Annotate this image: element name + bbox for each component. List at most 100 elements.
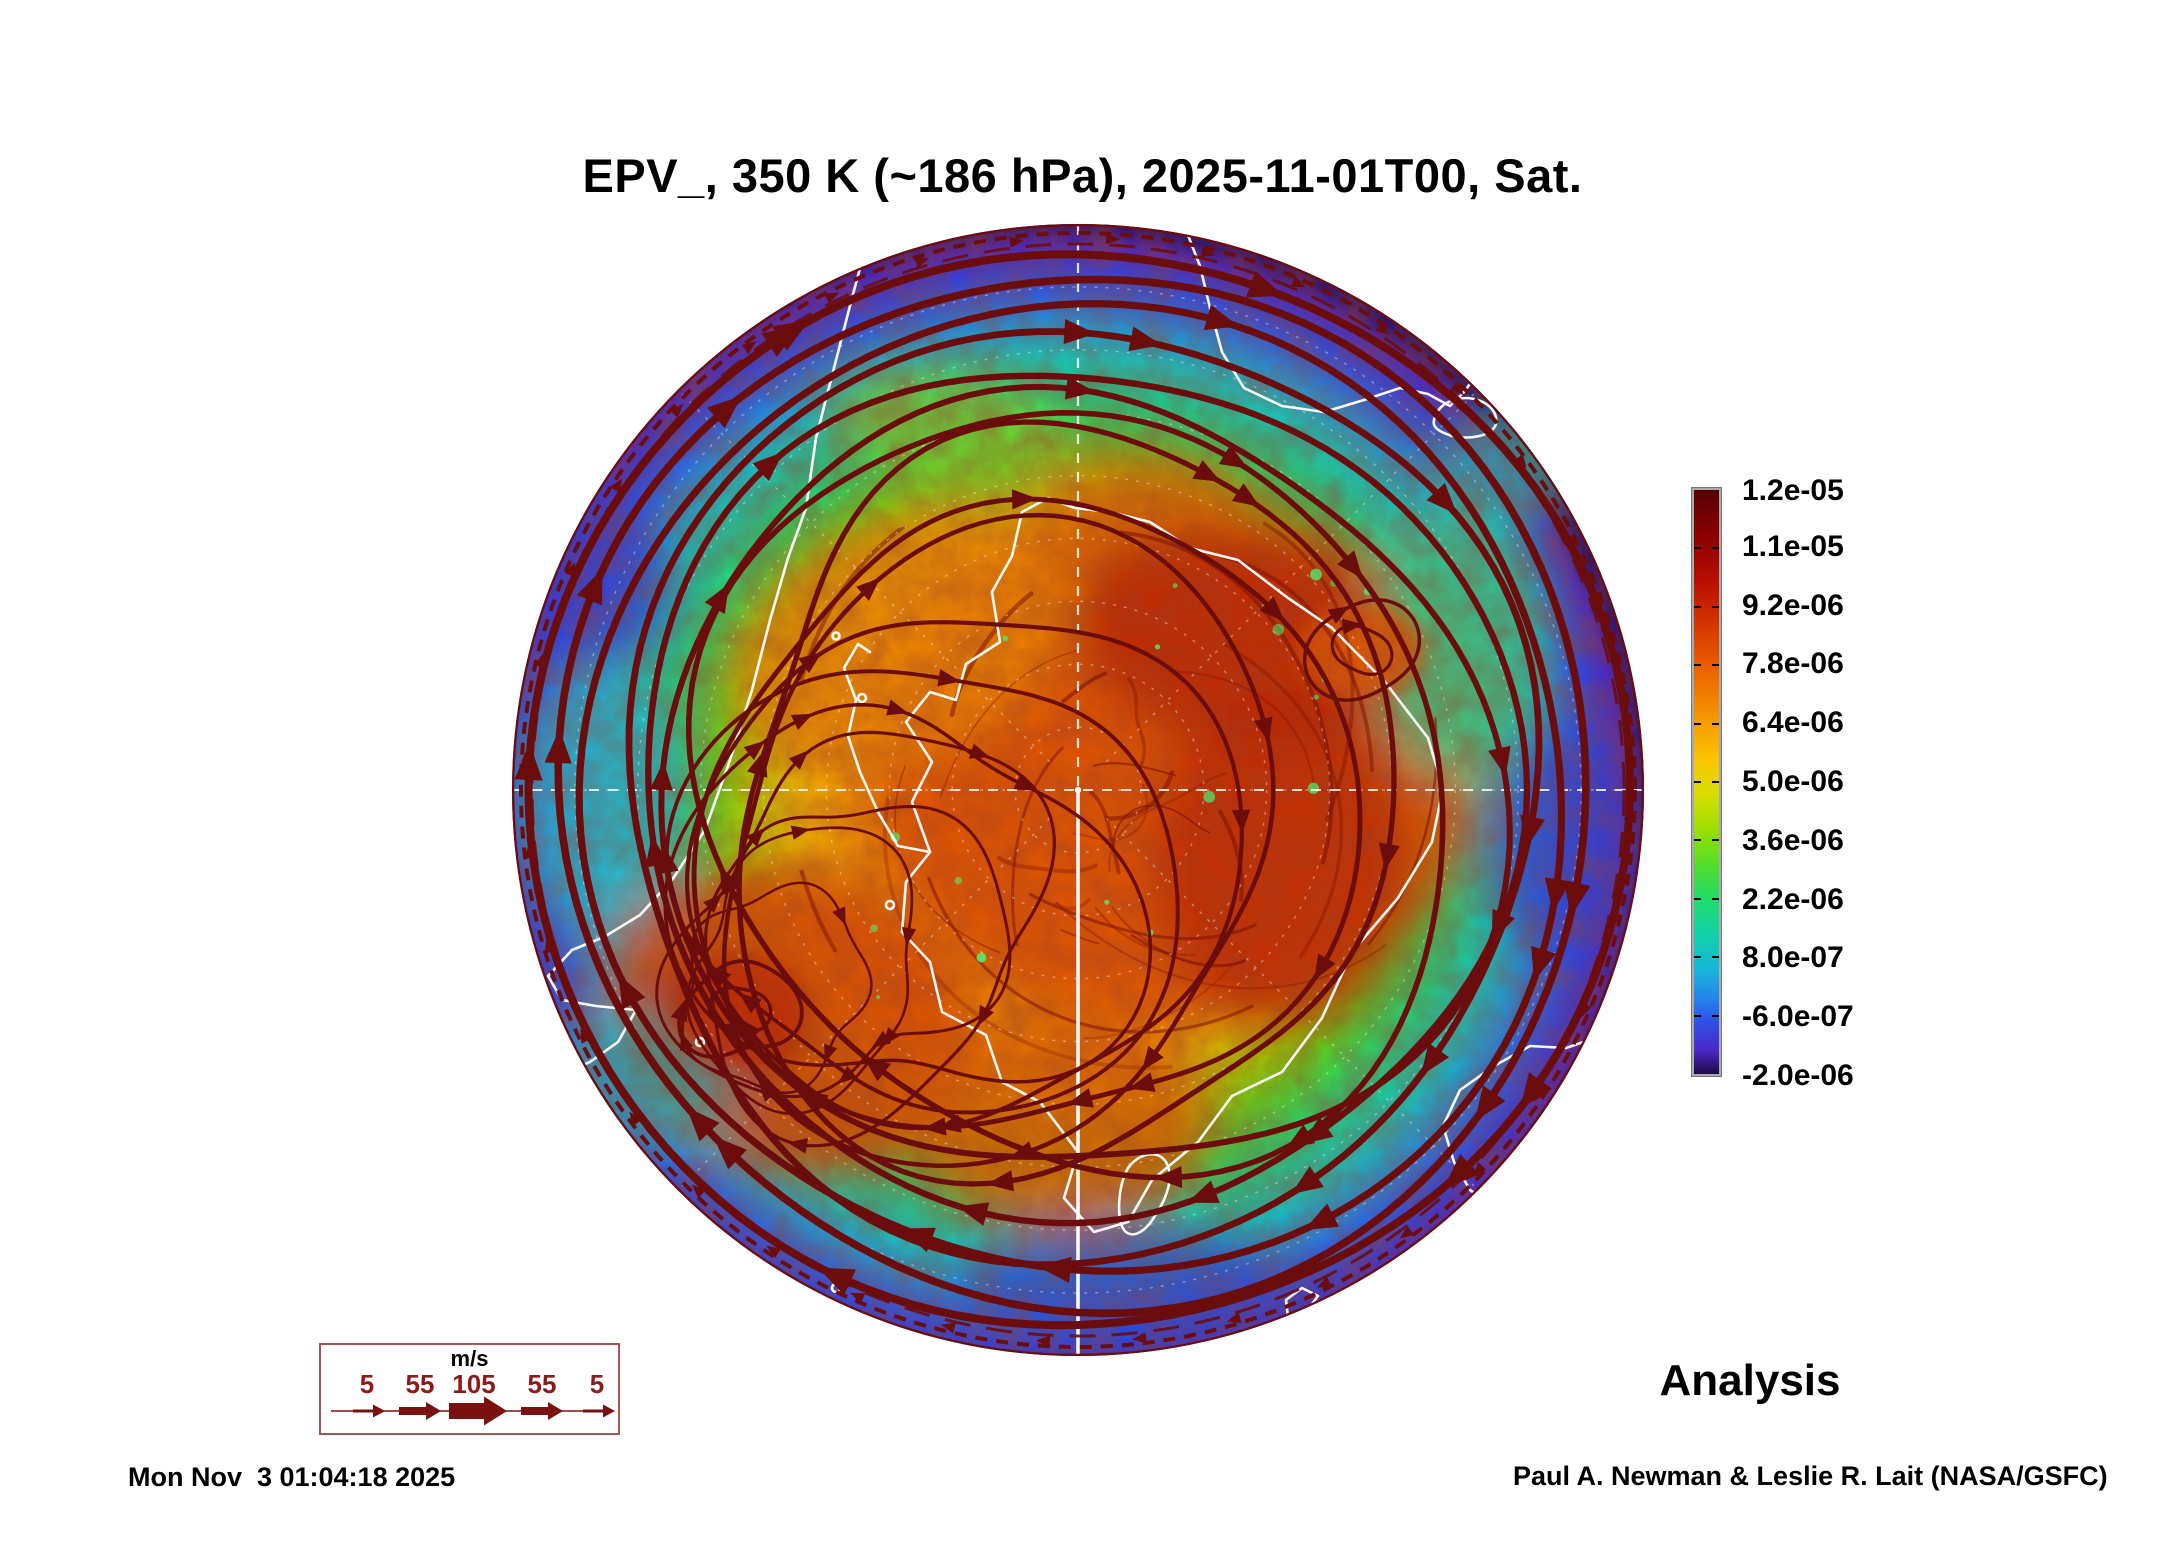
wind-arrow (940, 1322, 956, 1334)
pv-filament (894, 765, 1001, 954)
pv-filament (997, 855, 1098, 874)
meridian-line (1105, 817, 1479, 1191)
wind-arrow (1037, 1256, 1072, 1283)
pv-filament (1367, 717, 1438, 946)
wind-arrow (649, 761, 673, 791)
wind-arrow (817, 1267, 856, 1296)
legend-speed: 55 (527, 1369, 557, 1399)
colorbar-tick (1712, 605, 1719, 608)
colorbar-label: 6.4e-06 (1742, 706, 1844, 739)
wind-arrow (1128, 1072, 1156, 1092)
wind-arrow (1420, 1042, 1450, 1076)
streamline (736, 419, 1397, 1187)
credit-line: Paul A. Newman & Leslie R. Lait (NASA/GS… (1513, 1461, 2108, 1491)
colorbar-tick (1712, 547, 1719, 550)
pv-filament (1055, 901, 1387, 990)
streamline (664, 669, 1180, 1115)
green-fleck (1307, 782, 1319, 795)
wind-arrow (709, 965, 732, 987)
wind-arrow (1290, 276, 1306, 288)
wind-arrow (1580, 1002, 1592, 1018)
wind-arrow (1063, 319, 1096, 345)
island (856, 692, 868, 704)
streamline (1302, 598, 1422, 702)
wind-arrow (564, 562, 576, 578)
green-fleck (1272, 623, 1285, 636)
pv-filament (1011, 746, 1064, 947)
wind-arrow (1259, 596, 1285, 622)
colorbar-tick (1712, 781, 1719, 783)
colorbar-label: 3.6e-06 (1742, 824, 1844, 857)
wind-arrow (1141, 1045, 1164, 1071)
streamline (655, 805, 1012, 1098)
wind-arrow (788, 750, 809, 770)
colorbar-label: 2.2e-06 (1742, 883, 1844, 916)
pv-filament (787, 519, 913, 953)
legend-speed: 55 (405, 1369, 435, 1399)
wind-arrow (618, 974, 646, 1010)
wind-arrow (576, 568, 603, 606)
wind-arrow (670, 998, 688, 1023)
colorbar-tick (1712, 722, 1719, 725)
wind-arrow (937, 669, 961, 687)
wind-arrow (1531, 945, 1557, 982)
wind-streamlines (514, 250, 1634, 1330)
latitude-circle (825, 537, 1331, 1043)
green-fleck (1146, 929, 1154, 937)
wind-arrow (747, 749, 768, 778)
green-fleck (870, 924, 878, 933)
pv-filament (1222, 555, 1374, 773)
streamline (677, 959, 804, 1059)
wind-arrow (1544, 877, 1571, 912)
colorbar-tick (1694, 605, 1701, 608)
wind-arrow (1192, 459, 1221, 482)
colorbar-label: 7.8e-06 (1742, 647, 1844, 680)
field-texture-noise (512, 224, 1644, 1356)
wind-arrow (1520, 814, 1545, 849)
wind-arrow (1488, 745, 1511, 777)
wind-speed-legend: m/s 5 55 105 55 5 (319, 1343, 620, 1435)
legend-speed: 105 (452, 1369, 496, 1399)
streamline (625, 328, 1543, 1268)
wind-arrow (524, 844, 536, 859)
pv-filament (1111, 906, 1247, 968)
meridian-line (677, 389, 1051, 763)
wind-arrow (544, 938, 556, 954)
wind-arrow (886, 699, 909, 716)
colorbar-tick (1694, 1014, 1701, 1017)
green-fleck (876, 995, 881, 1000)
latitude-circle (762, 474, 1394, 1106)
wind-arrow (1013, 774, 1036, 791)
pv-filament (1093, 762, 1176, 777)
pv-filament (939, 649, 1080, 798)
wind-arrow (521, 747, 533, 763)
wind-arrow (1246, 270, 1285, 298)
streamline (1330, 624, 1394, 676)
colorbar-tick (1694, 547, 1701, 550)
wind-arrow (871, 1030, 892, 1048)
colorbar-label: -2.0e-06 (1742, 1059, 1854, 1092)
streamline (681, 881, 873, 1094)
pv-filament (1270, 840, 1490, 1170)
green-fleck (1104, 899, 1110, 905)
pv-filament (1130, 934, 1246, 967)
map-rim (512, 224, 1644, 1356)
green-fleck (976, 952, 987, 963)
wind-arrow (1472, 1162, 1487, 1177)
wind-arrow (1200, 246, 1216, 258)
latitude-circle (888, 600, 1268, 980)
wind-arrow (1491, 908, 1515, 942)
wind-arrow (900, 1227, 936, 1253)
meridian-line (677, 817, 1051, 1191)
green-fleck (1313, 694, 1319, 700)
wind-arrow (850, 1292, 866, 1304)
generated-timestamp: Mon Nov 3 01:04:18 2025 (128, 1462, 456, 1492)
green-fleck (1363, 587, 1372, 596)
wind-arrow (609, 478, 623, 494)
streamline (691, 496, 1363, 1130)
wind-arrow (1443, 1153, 1480, 1189)
wind-arrow (1218, 445, 1249, 469)
colorbar-tick (1712, 897, 1719, 900)
wind-arrow (832, 906, 846, 926)
wind-arrow (1374, 321, 1390, 335)
